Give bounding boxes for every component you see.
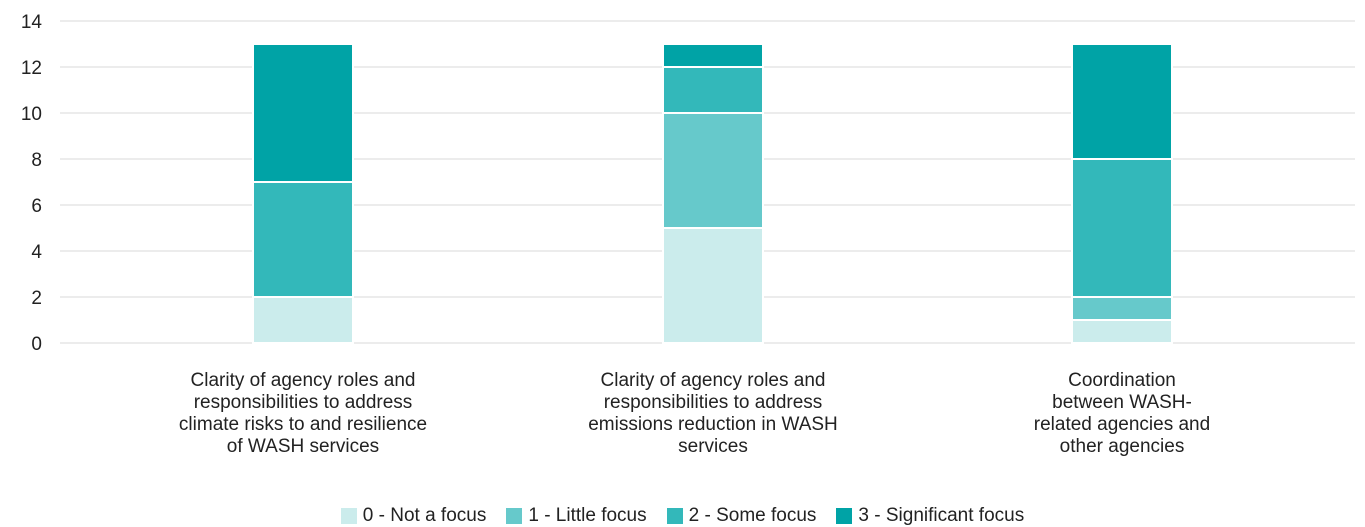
- x-category-label-line: responsibilities to address: [603, 392, 823, 413]
- bar-segment: [1071, 296, 1173, 321]
- legend-label: 1 - Little focus: [528, 505, 647, 526]
- x-category-label: Coordination between WASH-related agencie…: [962, 370, 1282, 458]
- x-category-label-line: of WASH services: [226, 436, 380, 457]
- legend-label: 3 - Significant focus: [858, 505, 1025, 526]
- legend-item: 0 - Not a focus: [340, 505, 487, 526]
- legend-swatch: [340, 508, 357, 524]
- y-tick-label: 12: [21, 58, 42, 79]
- bar-segment: [662, 43, 764, 68]
- y-tick-label: 0: [31, 334, 42, 355]
- y-tick-label: 6: [31, 196, 42, 217]
- legend-swatch: [666, 508, 683, 524]
- x-category-label-line: Clarity of agency roles and: [600, 370, 826, 391]
- y-tick-label: 10: [21, 104, 42, 125]
- x-category-label-line: other agencies: [1059, 436, 1185, 457]
- x-category-label: Clarity of agency roles and responsibilit…: [553, 370, 873, 458]
- y-tick-label: 2: [31, 288, 42, 309]
- y-tick-label: 14: [21, 12, 43, 33]
- legend-item: 1 - Little focus: [506, 505, 647, 526]
- legend-label: 0 - Not a focus: [362, 505, 487, 526]
- x-category-label-line: emissions reduction in WASH: [588, 414, 838, 435]
- legend-swatch: [506, 508, 523, 524]
- bar-segment: [252, 43, 354, 183]
- x-category-label-line: Coordination: [1068, 370, 1176, 391]
- bar-segment: [662, 66, 764, 114]
- bar-segment: [252, 181, 354, 298]
- x-category-label: Clarity of agency roles and responsibilit…: [143, 370, 463, 458]
- x-category-label-line: between WASH-: [1052, 392, 1192, 413]
- y-tick-label: 8: [31, 150, 42, 171]
- bar-segment: [662, 112, 764, 229]
- x-category-label-line: climate risks to and resilience: [178, 414, 428, 435]
- bar-segment: [1071, 319, 1173, 344]
- y-tick-label: 4: [31, 242, 42, 263]
- x-category-label-line: responsibilities to address: [193, 392, 413, 413]
- chart-legend: 0 - Not a focus 1 - Little focus 2 - Some …: [0, 506, 1365, 526]
- x-category-label-line: services: [678, 436, 748, 457]
- x-category-label-line: related agencies and: [1033, 414, 1211, 435]
- legend-label: 2 - Some focus: [688, 505, 817, 526]
- x-category-label-line: Clarity of agency roles and: [190, 370, 416, 391]
- legend-item: 3 - Significant focus: [836, 506, 1024, 526]
- legend-swatch: [836, 508, 853, 524]
- bar-segment: [252, 296, 354, 344]
- bar-segment: [1071, 158, 1173, 298]
- stacked-bar-chart: 0 2 4 6 8 10 12 14: [21, 12, 1355, 355]
- bar-segment: [1071, 43, 1173, 160]
- legend-item: 2 - Some focus: [666, 505, 817, 526]
- bar-segment: [662, 227, 764, 344]
